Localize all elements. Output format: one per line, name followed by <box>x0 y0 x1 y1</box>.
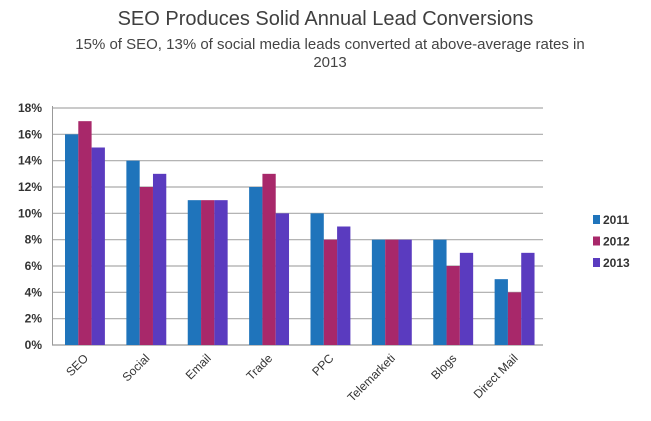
bar-2013-ppc <box>337 226 351 345</box>
y-tick-label: 10% <box>18 206 42 220</box>
bar-2011-direct-mail <box>494 279 508 345</box>
legend-swatch-2012 <box>593 236 600 246</box>
x-tick-label: Social <box>119 351 152 384</box>
bar-2011-social <box>126 160 140 345</box>
bar-2011-telemarketi <box>371 239 386 345</box>
bar-2013-blogs <box>459 252 474 345</box>
legend-label: 2011 <box>603 213 629 227</box>
bar-2013-seo <box>91 147 105 345</box>
y-tick-label: 12% <box>18 180 42 194</box>
chart-title: SEO Produces Solid Annual Lead Conversio… <box>117 8 534 30</box>
legend-label: 2012 <box>603 235 630 249</box>
x-tick-label: SEO <box>63 351 91 379</box>
bar-2012-telemarketi <box>385 239 399 345</box>
bar-2013-email <box>214 200 228 345</box>
bar-2012-seo <box>78 121 92 346</box>
bar-2013-direct-mail <box>521 252 535 345</box>
bar-2012-ppc <box>323 239 338 345</box>
bar-2013-trade <box>275 213 290 345</box>
x-tick-label: PPC <box>309 351 337 379</box>
x-tick-label: Trade <box>243 351 275 383</box>
x-tick-label: Email <box>183 351 214 382</box>
bar-2011-blogs <box>433 239 447 345</box>
x-tick-label: Blogs <box>428 351 459 382</box>
bar-2011-seo <box>65 134 79 345</box>
y-tick-label: 8% <box>25 233 43 247</box>
y-tick-label: 4% <box>25 285 43 299</box>
x-tick-label: Direct Mail <box>471 351 521 401</box>
bar-2012-blogs <box>446 266 460 345</box>
bar-2011-trade <box>249 187 263 345</box>
y-tick-label: 6% <box>25 259 43 273</box>
bar-2012-direct-mail <box>507 292 522 345</box>
bar-2012-email <box>201 200 215 345</box>
y-tick-label: 0% <box>25 338 43 352</box>
bar-2011-email <box>187 200 202 345</box>
bar-2012-trade <box>262 173 276 345</box>
bar-2011-ppc <box>310 213 324 345</box>
bar-2012-social <box>139 187 153 345</box>
y-tick-label: 2% <box>25 312 43 326</box>
legend-swatch-2013 <box>593 258 600 267</box>
bar-2013-telemarketi <box>398 239 412 345</box>
chart-subtitle: 15% of SEO, 13% of social media leads co… <box>75 36 585 71</box>
legend-swatch-2011 <box>593 215 600 224</box>
legend-label: 2013 <box>603 256 630 270</box>
y-tick-label: 18% <box>18 101 42 115</box>
y-tick-label: 16% <box>18 127 42 141</box>
x-tick-label: Telemarketi <box>345 351 398 404</box>
y-tick-label: 14% <box>18 154 42 168</box>
bar-2013-social <box>152 173 167 345</box>
